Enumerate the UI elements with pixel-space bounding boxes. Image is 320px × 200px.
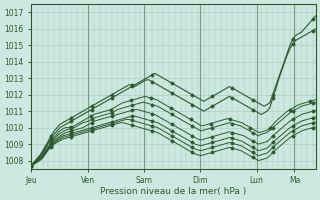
- X-axis label: Pression niveau de la mer( hPa ): Pression niveau de la mer( hPa ): [100, 187, 247, 196]
